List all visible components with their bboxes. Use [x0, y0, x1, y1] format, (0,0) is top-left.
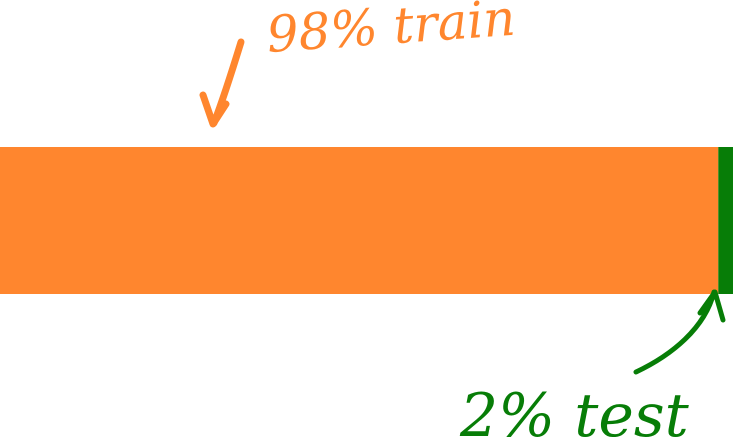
test-label: 2% test [459, 381, 690, 448]
train-arrow-icon [199, 38, 245, 128]
train-label: 98% train [265, 0, 517, 64]
train-segment [0, 147, 719, 294]
test-arrow-icon [633, 289, 726, 375]
test-segment [718, 147, 733, 294]
